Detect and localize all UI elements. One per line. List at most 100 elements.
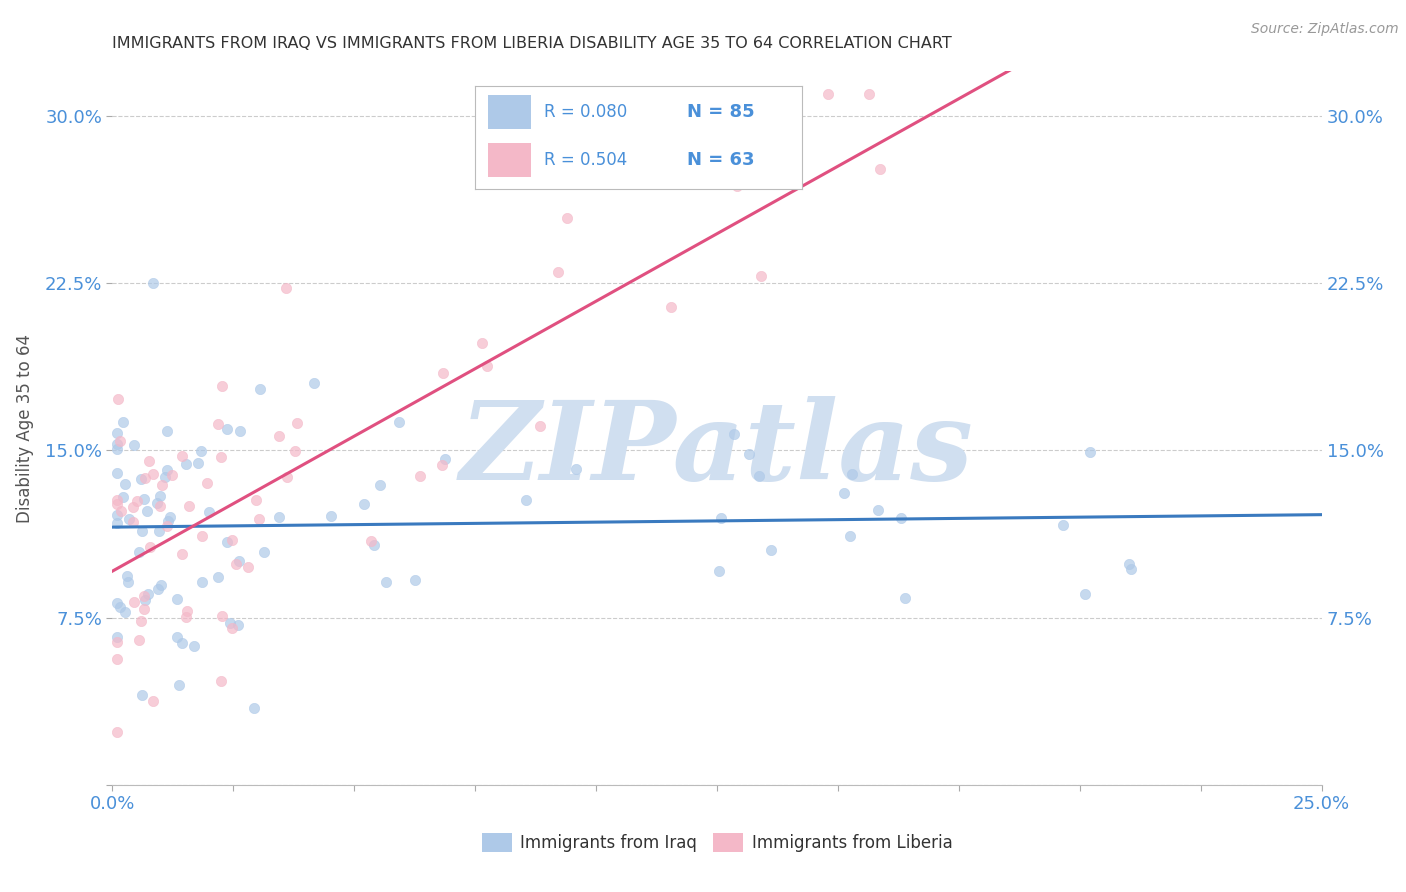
- Point: [209, 674, 232, 689]
- Point: [529, 418, 551, 433]
- Point: [723, 426, 745, 441]
- Point: [174, 609, 197, 624]
- Point: [253, 544, 276, 558]
- Point: [267, 428, 290, 442]
- Point: [105, 425, 128, 440]
- Point: [105, 652, 128, 666]
- Point: [122, 595, 145, 609]
- Point: [105, 493, 128, 508]
- Point: [167, 678, 190, 692]
- Text: Source: ZipAtlas.com: Source: ZipAtlas.com: [1251, 22, 1399, 37]
- Point: [156, 463, 179, 477]
- Point: [187, 456, 209, 470]
- Point: [105, 516, 128, 531]
- Point: [105, 467, 128, 481]
- Point: [225, 557, 247, 571]
- Point: [430, 458, 453, 472]
- Point: [118, 512, 141, 526]
- Point: [115, 569, 138, 583]
- Point: [659, 301, 682, 315]
- Point: [190, 443, 212, 458]
- Point: [112, 416, 135, 430]
- Point: [166, 592, 188, 607]
- Point: [111, 490, 134, 504]
- Point: [176, 458, 198, 472]
- Point: [302, 376, 325, 390]
- Point: [195, 475, 218, 490]
- Point: [217, 534, 239, 549]
- Point: [156, 519, 179, 533]
- Point: [108, 599, 131, 614]
- Point: [387, 415, 409, 429]
- Point: [128, 545, 150, 559]
- Text: ZIPatlas: ZIPatlas: [460, 396, 974, 503]
- Text: IMMIGRANTS FROM IRAQ VS IMMIGRANTS FROM LIBERIA DISABILITY AGE 35 TO 64 CORRELAT: IMMIGRANTS FROM IRAQ VS IMMIGRANTS FROM …: [112, 36, 952, 51]
- Point: [1118, 557, 1140, 571]
- Point: [142, 467, 165, 481]
- Point: [555, 211, 578, 226]
- Point: [170, 547, 193, 561]
- Point: [132, 602, 155, 616]
- Point: [166, 630, 188, 644]
- Point: [228, 618, 250, 632]
- Point: [869, 162, 891, 177]
- Point: [136, 587, 159, 601]
- Point: [114, 477, 136, 491]
- Point: [1052, 517, 1074, 532]
- Point: [105, 497, 128, 511]
- Point: [207, 417, 229, 431]
- Point: [191, 574, 214, 589]
- Point: [132, 589, 155, 603]
- Point: [148, 524, 170, 539]
- Point: [146, 496, 169, 510]
- Point: [565, 461, 588, 475]
- Point: [136, 504, 159, 518]
- Point: [128, 632, 150, 647]
- Point: [114, 605, 136, 619]
- Point: [156, 425, 179, 439]
- Point: [269, 510, 291, 524]
- Point: [129, 615, 152, 629]
- Point: [160, 467, 183, 482]
- Point: [404, 573, 426, 587]
- Point: [409, 468, 432, 483]
- Point: [221, 533, 243, 548]
- Point: [105, 442, 128, 456]
- Point: [890, 511, 912, 525]
- Point: [105, 634, 128, 648]
- Point: [432, 366, 454, 380]
- Point: [832, 486, 855, 500]
- Point: [471, 336, 494, 351]
- Point: [247, 511, 270, 525]
- Point: [105, 724, 128, 739]
- Legend: Immigrants from Iraq, Immigrants from Liberia: Immigrants from Iraq, Immigrants from Li…: [475, 826, 959, 859]
- Point: [150, 477, 173, 491]
- Point: [839, 529, 862, 543]
- Point: [274, 281, 297, 295]
- Point: [245, 493, 267, 508]
- Point: [515, 493, 537, 508]
- Point: [751, 268, 773, 283]
- Point: [748, 468, 770, 483]
- Point: [177, 499, 200, 513]
- Point: [433, 452, 456, 467]
- Point: [139, 540, 162, 554]
- Point: [156, 514, 179, 528]
- Point: [176, 604, 198, 618]
- Point: [108, 434, 131, 448]
- Point: [709, 565, 731, 579]
- Point: [368, 478, 391, 492]
- Point: [110, 504, 132, 518]
- Point: [121, 500, 143, 514]
- Point: [738, 447, 761, 461]
- Point: [149, 577, 172, 591]
- Point: [190, 528, 212, 542]
- Point: [142, 276, 165, 290]
- Point: [236, 559, 259, 574]
- Point: [319, 509, 342, 524]
- Point: [1078, 444, 1101, 458]
- Point: [868, 503, 890, 517]
- Point: [121, 515, 143, 529]
- Point: [159, 509, 181, 524]
- Point: [107, 630, 129, 644]
